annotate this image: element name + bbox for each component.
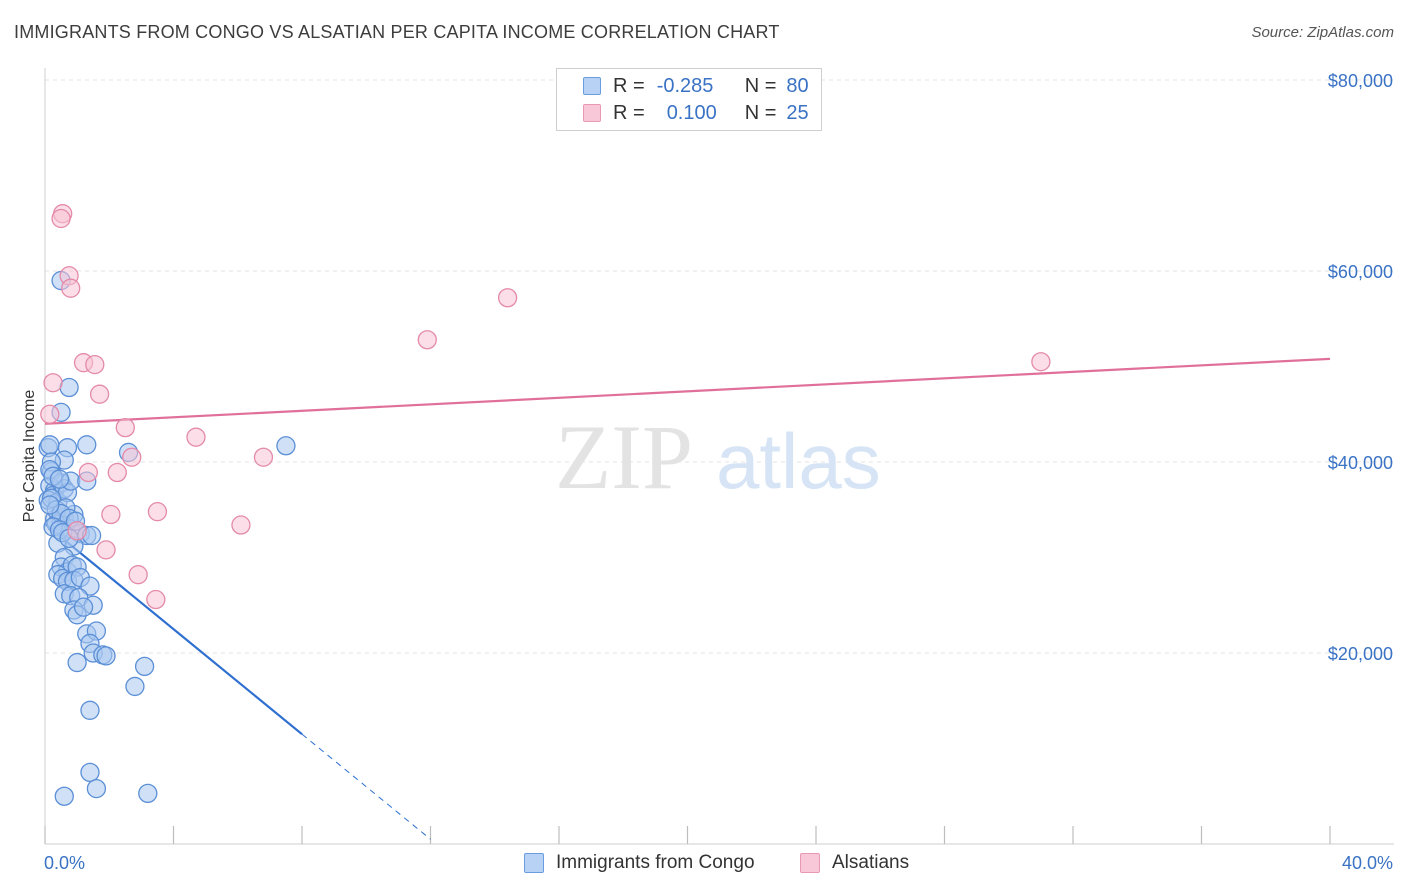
- congo-point-53: [40, 435, 60, 455]
- n-value: 25: [786, 101, 809, 124]
- congo-point-49: [80, 700, 100, 720]
- congo-point-45: [96, 646, 116, 666]
- y-tick-label-1: $40,000: [1328, 453, 1393, 473]
- congo-point-63: [49, 469, 70, 489]
- congo-point-77: [54, 786, 74, 806]
- alsatian-point-22: [128, 565, 148, 585]
- legend-row-alsatians: R = 0.100 N = 25: [583, 101, 809, 125]
- alsatian-point-17: [107, 462, 127, 483]
- y-tick-label-3: $80,000: [1328, 71, 1393, 91]
- data-points: [38, 204, 1051, 806]
- alsatian-point-18: [147, 502, 168, 522]
- source-credit: Source: ZipAtlas.com: [1251, 24, 1394, 41]
- trendlines: [44, 357, 1331, 840]
- bottom-legend-congo: Immigrants from Congo: [524, 852, 755, 874]
- alsatian-point-20: [231, 515, 251, 535]
- bottom-legend-alsatians: Alsatians: [800, 852, 909, 874]
- congo-point-48: [125, 676, 145, 697]
- alsatian-point-16: [78, 462, 99, 483]
- n-label: N =: [744, 74, 777, 97]
- r-label: R =: [613, 74, 645, 97]
- alsatian-point-15: [253, 447, 274, 467]
- r-label: R =: [613, 101, 645, 124]
- alsatian-point-19: [101, 504, 121, 525]
- alsatian-point-21: [96, 540, 116, 560]
- congo-point-79: [40, 495, 60, 515]
- alsatian-point-1: [51, 208, 71, 229]
- y-tick-label-0: $20,000: [1328, 644, 1393, 664]
- alsatian-point-23: [146, 589, 166, 610]
- alsatian-point-5: [417, 330, 437, 350]
- n-value: 80: [786, 74, 809, 97]
- congo-point-75: [80, 762, 100, 783]
- congo-point-46: [67, 652, 87, 673]
- bottom-legend-label-congo: Immigrants from Congo: [556, 852, 755, 873]
- congo-point-78: [138, 783, 158, 804]
- stats-legend: R = -0.285 N = 80 R = 0.100 N = 25: [556, 68, 822, 131]
- alsatian-point-10: [89, 384, 110, 404]
- watermark: ZIP atlas: [555, 406, 881, 508]
- congo-point-47: [134, 656, 155, 677]
- y-tick-label-2: $60,000: [1328, 262, 1393, 282]
- trendline-congo: [44, 523, 303, 736]
- congo-point-58: [276, 436, 296, 456]
- alsatian-point-9: [43, 373, 63, 393]
- watermark-zip: ZIP: [555, 406, 693, 508]
- congo-point-32: [80, 576, 100, 596]
- congo-point-55: [77, 435, 97, 455]
- r-value: 0.100: [666, 101, 717, 124]
- bottom-legend-label-alsatians: Alsatians: [832, 852, 910, 873]
- trendline-congo-extension: [301, 733, 431, 840]
- congo-point-76: [86, 778, 107, 799]
- alsatian-point-8: [85, 354, 105, 375]
- legend-row-congo: R = -0.285 N = 80: [583, 74, 809, 98]
- y-axis-label: Per Capita Income: [21, 390, 38, 523]
- x-tick-label-1: 40.0%: [1342, 853, 1393, 873]
- tick-labels: $20,000 $40,000 $60,000 $80,000 0.0% 40.0%: [44, 71, 1393, 873]
- r-value: -0.285: [656, 74, 714, 97]
- alsatian-point-12: [115, 417, 135, 438]
- alsatian-point-4: [497, 288, 518, 308]
- alsatian-point-14: [122, 447, 142, 467]
- alsatian-point-24: [67, 521, 87, 541]
- trendline-alsatians: [44, 357, 1331, 425]
- legend-swatch-congo: [583, 77, 601, 95]
- n-label: N =: [744, 101, 777, 124]
- alsatian-point-13: [186, 427, 206, 447]
- legend-swatch-alsatians: [583, 104, 601, 122]
- bottom-legend-swatch-congo: [524, 853, 544, 873]
- x-tick-label-0: 0.0%: [44, 853, 85, 873]
- bottom-legend-swatch-alsatians: [800, 853, 820, 873]
- watermark-atlas: atlas: [716, 417, 881, 505]
- congo-point-51: [59, 377, 79, 398]
- alsatian-point-6: [1031, 352, 1051, 372]
- alsatian-point-11: [40, 404, 60, 424]
- chart-title: IMMIGRANTS FROM CONGO VS ALSATIAN PER CA…: [14, 22, 780, 42]
- alsatian-point-3: [61, 278, 81, 298]
- congo-point-39: [73, 597, 94, 617]
